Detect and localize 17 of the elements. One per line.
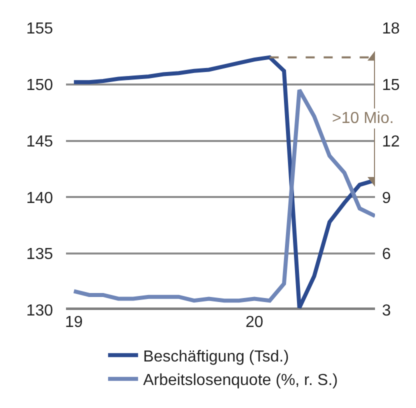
y-tick-label: 130 <box>26 302 54 320</box>
x-tick-label: 19 <box>65 314 83 331</box>
y2-tick-label: 6 <box>382 246 391 264</box>
y2-tick-label: 12 <box>382 133 400 150</box>
y-tick-label: 150 <box>26 77 54 94</box>
x-tick-label: 20 <box>245 314 264 331</box>
y2-tick-label: 15 <box>382 77 400 94</box>
y2-tick-label: 18 <box>382 20 400 38</box>
annotation: >10 Mio. <box>332 110 394 127</box>
y2-tick-label: 9 <box>382 190 391 207</box>
legend-label: Arbeitslosenquote (%, r. S.) <box>143 372 338 390</box>
y-tick-label: 140 <box>26 190 54 207</box>
y2-tick-label: 3 <box>382 302 391 320</box>
y-tick-label: 155 <box>26 20 54 38</box>
legend-label: Beschäftigung (Tsd.) <box>143 348 289 366</box>
y-tick-label: 135 <box>26 246 54 264</box>
y-tick-label: 145 <box>26 133 54 150</box>
